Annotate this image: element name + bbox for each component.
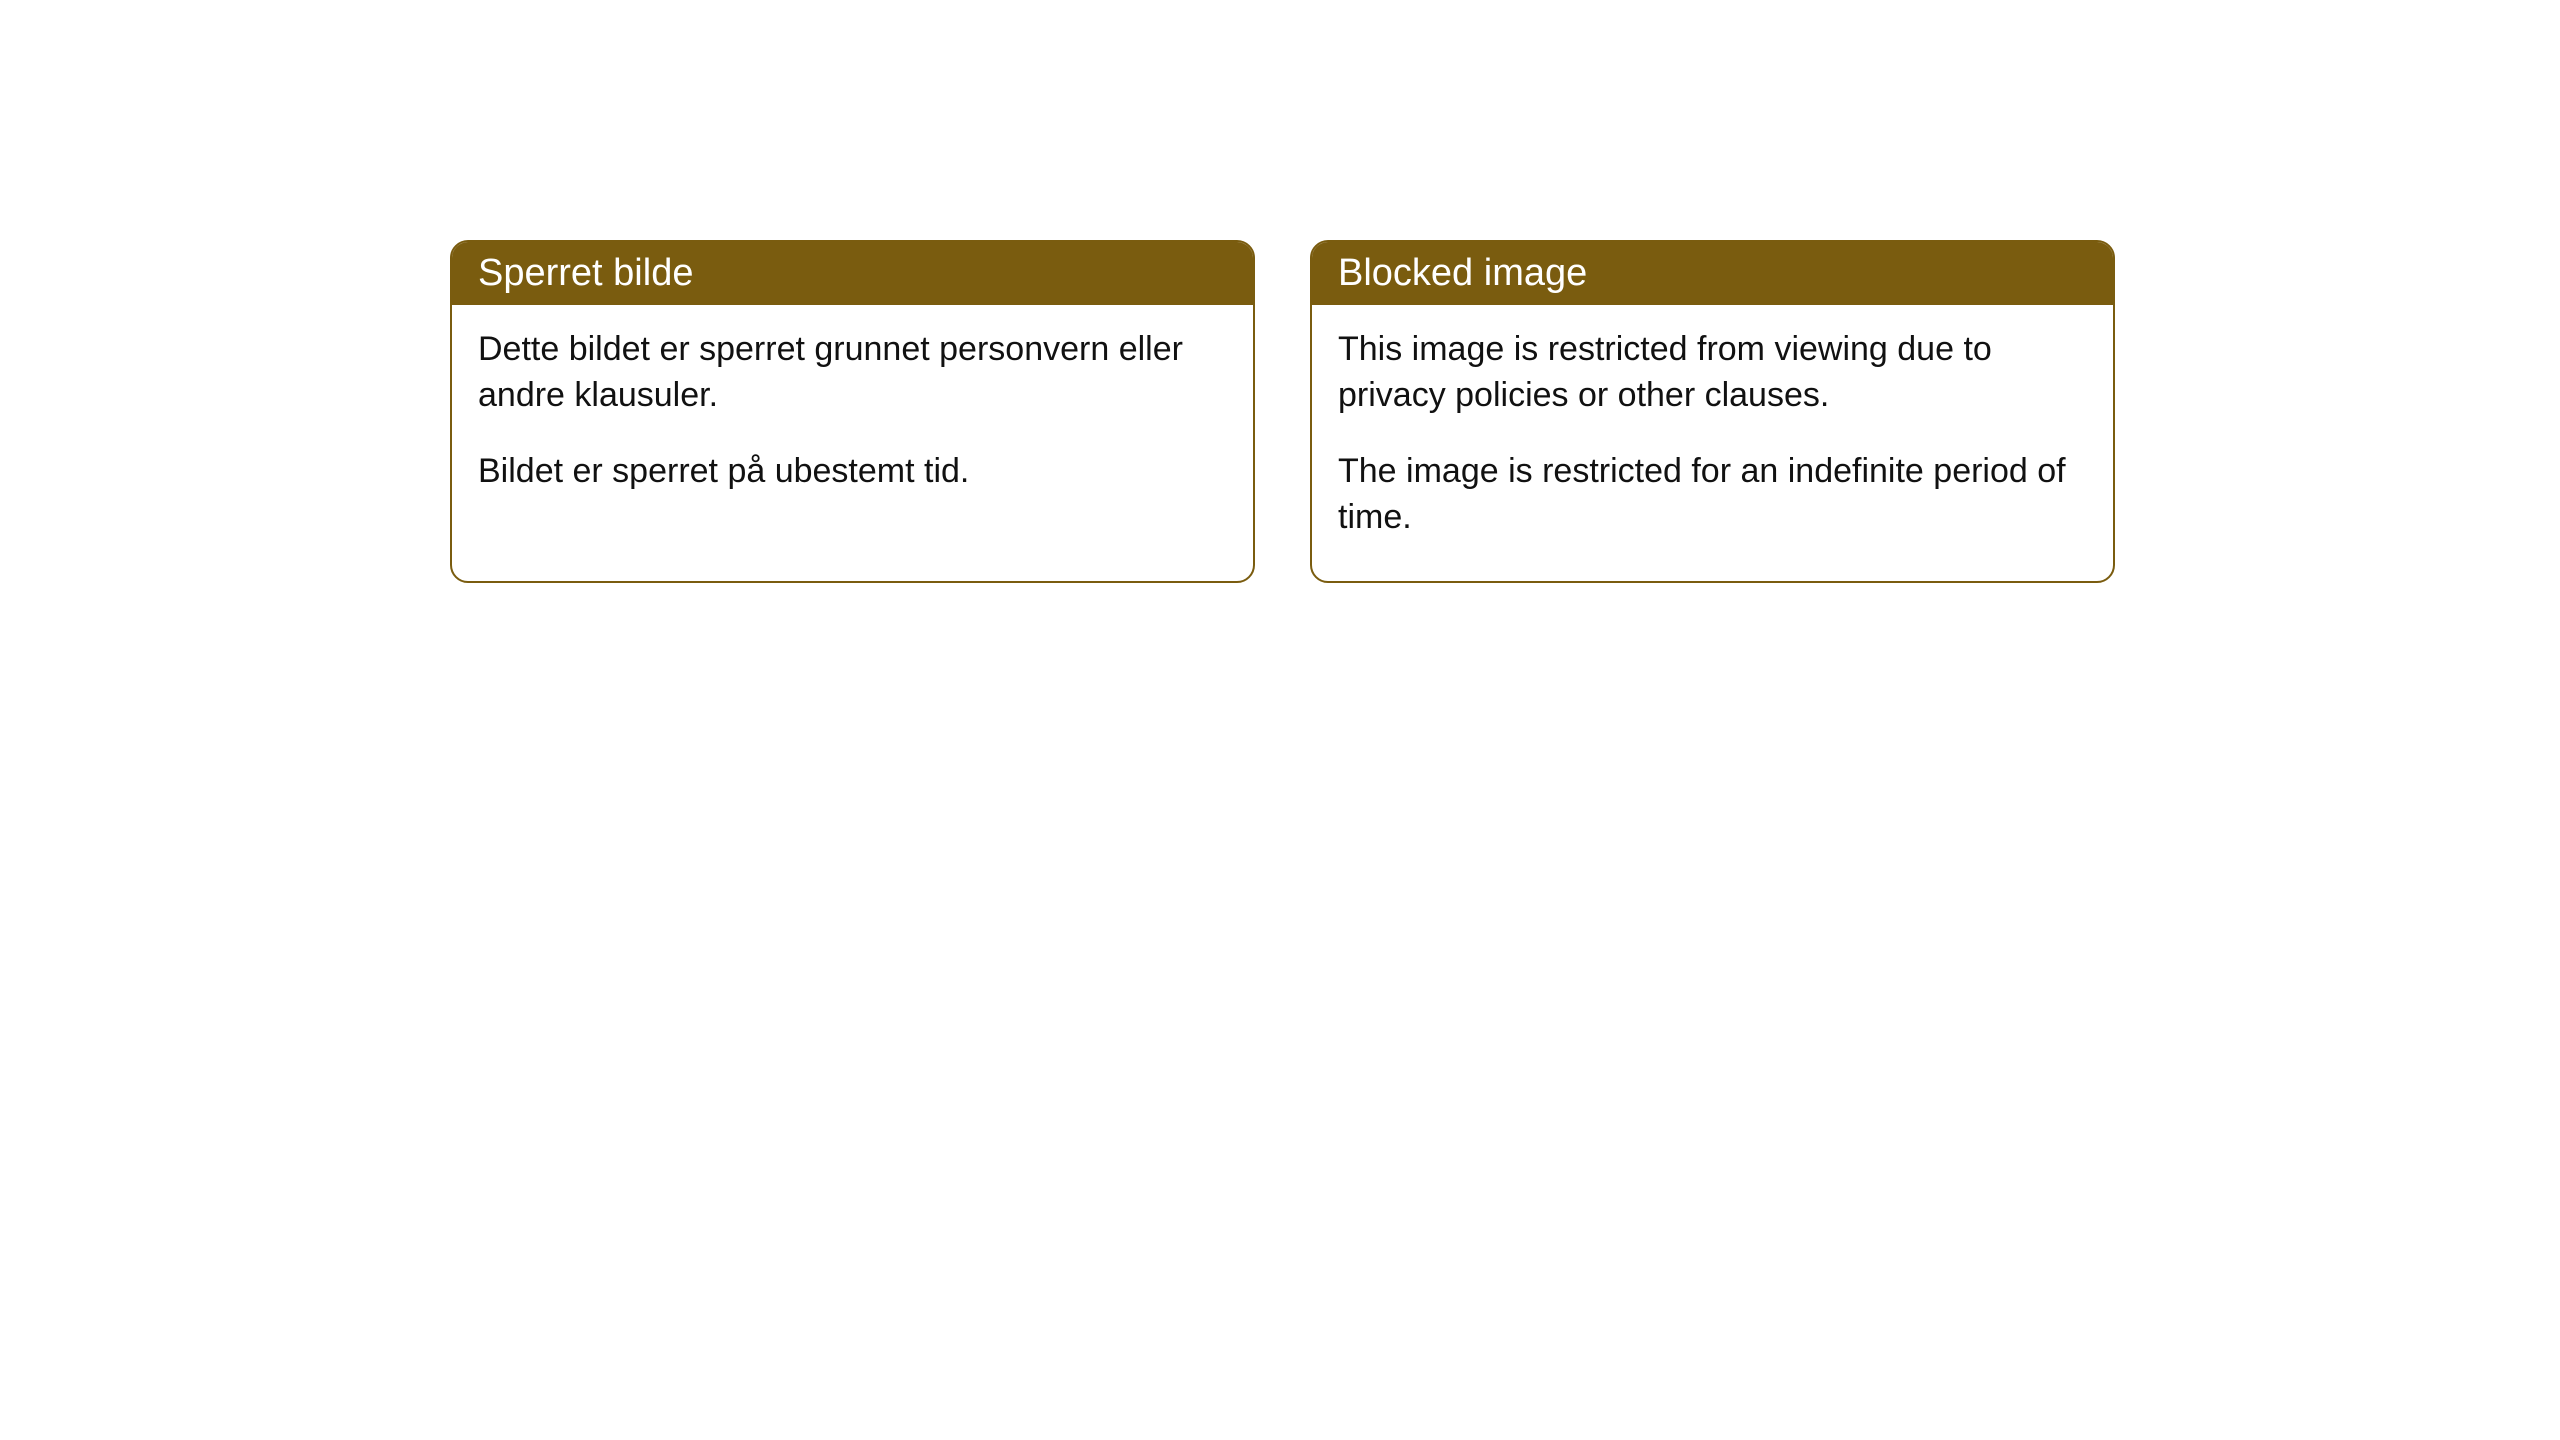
card-paragraph: The image is restricted for an indefinit… — [1338, 449, 2087, 541]
notice-card-english: Blocked image This image is restricted f… — [1310, 240, 2115, 583]
card-paragraph: This image is restricted from viewing du… — [1338, 327, 2087, 419]
card-body: This image is restricted from viewing du… — [1312, 305, 2113, 581]
notice-card-norwegian: Sperret bilde Dette bildet er sperret gr… — [450, 240, 1255, 583]
card-header: Blocked image — [1312, 242, 2113, 305]
card-paragraph: Bildet er sperret på ubestemt tid. — [478, 449, 1227, 495]
card-paragraph: Dette bildet er sperret grunnet personve… — [478, 327, 1227, 419]
notice-cards-container: Sperret bilde Dette bildet er sperret gr… — [450, 240, 2115, 583]
card-title: Sperret bilde — [478, 252, 693, 294]
card-title: Blocked image — [1338, 252, 1587, 294]
card-header: Sperret bilde — [452, 242, 1253, 305]
card-body: Dette bildet er sperret grunnet personve… — [452, 305, 1253, 535]
